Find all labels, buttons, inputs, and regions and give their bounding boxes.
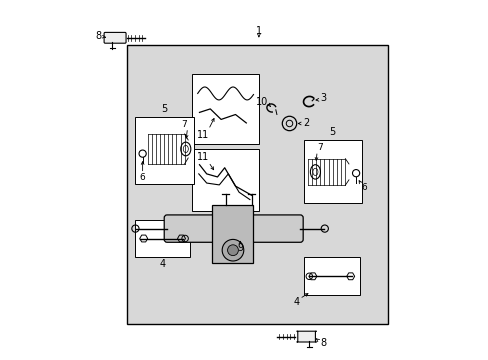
Bar [127, 45, 387, 324]
Text: 4: 4 [159, 259, 165, 269]
Text: 9: 9 [237, 243, 243, 253]
Bar [192, 149, 258, 211]
Text: 6: 6 [140, 173, 145, 182]
Bar [192, 74, 258, 144]
Text: 1: 1 [255, 26, 262, 36]
Bar [303, 140, 361, 203]
FancyBboxPatch shape [164, 215, 303, 242]
Text: 11: 11 [197, 152, 209, 162]
Text: 8: 8 [95, 31, 101, 41]
FancyBboxPatch shape [104, 32, 126, 43]
Text: 6: 6 [361, 183, 366, 192]
Bar [303, 257, 359, 295]
Bar [212, 205, 253, 263]
Text: 7: 7 [181, 120, 186, 129]
Circle shape [227, 245, 238, 256]
Text: 7: 7 [317, 143, 322, 152]
Text: 8: 8 [320, 338, 326, 348]
Text: 3: 3 [320, 93, 326, 103]
Text: 2: 2 [303, 118, 309, 129]
FancyBboxPatch shape [296, 331, 316, 342]
Text: 11: 11 [197, 130, 209, 140]
Text: 4: 4 [293, 297, 299, 307]
Bar [134, 220, 190, 257]
Circle shape [222, 239, 244, 261]
Text: 5: 5 [329, 127, 335, 138]
Text: 5: 5 [161, 104, 167, 114]
Bar [134, 117, 194, 184]
Text: 10: 10 [256, 96, 268, 107]
